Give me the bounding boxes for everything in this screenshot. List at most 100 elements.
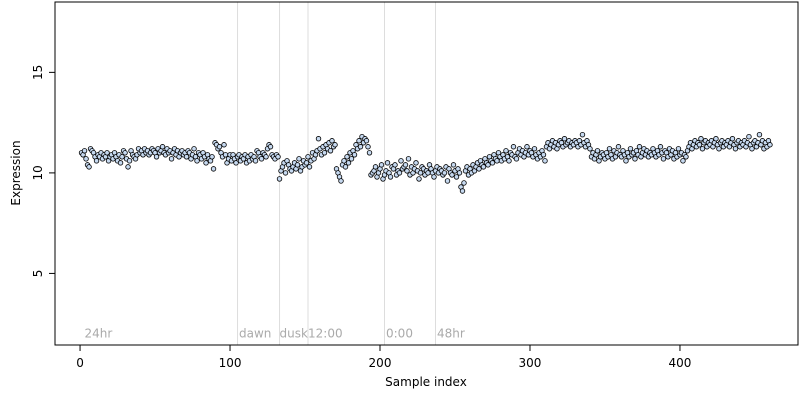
x-tick-label: 0	[76, 356, 84, 370]
point	[341, 158, 347, 164]
point	[756, 131, 763, 138]
point	[183, 154, 190, 160]
point	[338, 178, 344, 184]
annotation: 12:00	[308, 327, 343, 341]
point	[117, 160, 124, 166]
point	[392, 162, 398, 168]
point	[342, 164, 349, 170]
point	[713, 136, 719, 142]
plot-frame	[54, 1, 799, 346]
point	[542, 158, 548, 164]
point	[698, 136, 704, 142]
point	[357, 144, 364, 150]
point	[503, 148, 509, 154]
x-tick-label: 400	[669, 356, 692, 370]
point	[696, 142, 703, 148]
point	[345, 160, 352, 166]
point	[606, 146, 613, 152]
point	[191, 146, 197, 152]
point	[767, 142, 773, 148]
point	[306, 164, 313, 170]
point	[233, 160, 239, 166]
point	[216, 144, 223, 150]
point	[378, 162, 385, 168]
point	[510, 144, 517, 150]
point	[315, 136, 322, 142]
point	[252, 158, 259, 164]
point	[615, 144, 622, 150]
point	[93, 158, 100, 164]
point	[489, 160, 496, 166]
point	[485, 162, 491, 168]
x-axis-label: Sample index	[385, 375, 467, 389]
annotation: 48hr	[437, 327, 465, 341]
point	[506, 158, 512, 164]
point	[81, 148, 88, 154]
point	[561, 136, 568, 142]
x-tick-label: 100	[219, 356, 242, 370]
point	[660, 156, 667, 162]
point	[356, 138, 362, 144]
point	[332, 142, 338, 148]
point	[699, 146, 706, 152]
point	[716, 146, 722, 152]
annotation: dusk	[280, 327, 308, 341]
x-tick-label: 300	[519, 356, 542, 370]
point	[416, 176, 422, 182]
point	[209, 154, 215, 160]
x-tick-label: 200	[369, 356, 392, 370]
point	[404, 168, 410, 174]
point	[476, 166, 482, 172]
point	[365, 144, 371, 150]
point	[104, 150, 110, 156]
point	[675, 146, 682, 152]
point	[275, 154, 281, 160]
point	[540, 152, 547, 158]
y-tick-label: 10	[31, 165, 45, 180]
point	[524, 144, 530, 150]
point	[83, 156, 89, 162]
point	[450, 162, 457, 168]
point	[327, 148, 334, 154]
point	[531, 146, 538, 152]
point	[480, 164, 487, 170]
point	[494, 158, 500, 164]
point	[258, 156, 265, 162]
point	[222, 152, 229, 158]
annotation: 0:00	[386, 327, 413, 341]
point	[396, 170, 403, 176]
point	[366, 150, 373, 156]
point	[159, 144, 166, 150]
annotation: 24hr	[85, 327, 113, 341]
point	[683, 154, 689, 160]
point	[125, 164, 131, 170]
point	[276, 176, 283, 182]
point	[126, 158, 133, 164]
point	[657, 144, 664, 150]
point	[456, 170, 463, 176]
point	[632, 156, 638, 162]
point	[344, 154, 350, 160]
point	[413, 160, 419, 166]
point	[210, 166, 217, 172]
point	[86, 164, 92, 170]
point	[398, 158, 404, 164]
point	[402, 162, 409, 168]
point	[387, 174, 394, 180]
point	[449, 172, 455, 178]
point	[372, 164, 379, 170]
point	[305, 154, 311, 160]
point	[282, 170, 289, 176]
point	[594, 148, 601, 154]
point	[461, 180, 467, 186]
point	[363, 138, 370, 144]
point	[296, 156, 302, 162]
point	[263, 154, 269, 160]
point	[627, 146, 634, 152]
point	[749, 146, 755, 152]
point	[513, 156, 520, 162]
point	[203, 160, 209, 166]
point	[459, 188, 466, 194]
point	[221, 142, 227, 148]
